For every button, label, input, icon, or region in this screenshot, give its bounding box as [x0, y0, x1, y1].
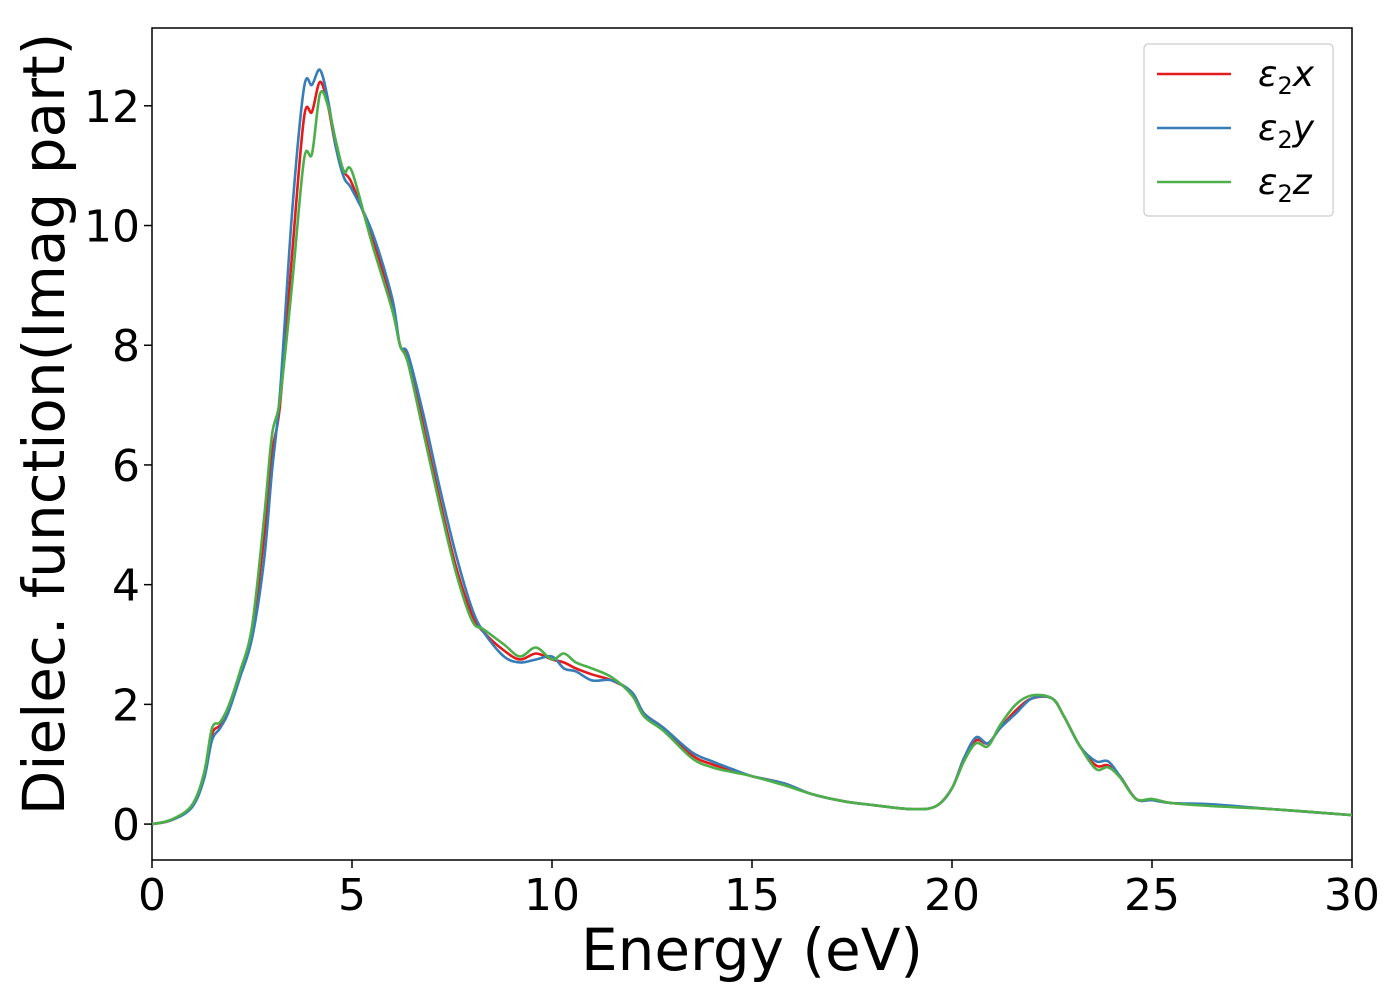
x-axis-ticks: 0 5 10 15 20 25 30: [138, 860, 1380, 921]
x-tick-label: 10: [524, 870, 580, 921]
x-tick-label: 20: [924, 870, 980, 921]
legend-box: [1143, 43, 1334, 217]
y-tick-label: 8: [112, 321, 140, 372]
legend-subscript: 2: [1277, 126, 1292, 154]
y-axis-label: Dielec. function(Imag part): [10, 33, 78, 816]
series-line-y: [151, 68, 1353, 826]
legend-symbol: ε: [1258, 108, 1277, 149]
legend-variable: z: [1292, 162, 1313, 203]
legend-variable: y: [1292, 108, 1315, 149]
x-tick-label: 25: [1124, 870, 1180, 921]
legend-subscript: 2: [1277, 180, 1292, 208]
y-tick-label: 10: [84, 202, 140, 253]
legend-label-x: ε2x: [1258, 54, 1315, 100]
y-tick-label: 6: [112, 441, 140, 492]
legend-label-z: ε2z: [1258, 162, 1313, 208]
legend-subscript: 2: [1277, 72, 1292, 100]
series-layer: [151, 68, 1353, 826]
x-tick-label: 0: [138, 870, 166, 921]
y-tick-label: 12: [84, 82, 140, 133]
legend-variable: x: [1292, 54, 1315, 95]
legend-symbol: ε: [1258, 162, 1277, 203]
x-tick-label: 15: [724, 870, 780, 921]
y-tick-label: 4: [112, 561, 140, 612]
y-tick-label: 2: [112, 680, 140, 731]
x-tick-label: 5: [338, 870, 366, 921]
legend-label-y: ε2y: [1258, 108, 1315, 154]
y-tick-label: 0: [112, 800, 140, 851]
series-line-z: [151, 89, 1353, 826]
legend-symbol: ε: [1258, 54, 1277, 95]
x-tick-label: 30: [1324, 870, 1380, 921]
x-axis-label: Energy (eV): [581, 916, 923, 984]
y-axis-ticks: 0 2 4 6 8 10 12: [84, 82, 152, 851]
